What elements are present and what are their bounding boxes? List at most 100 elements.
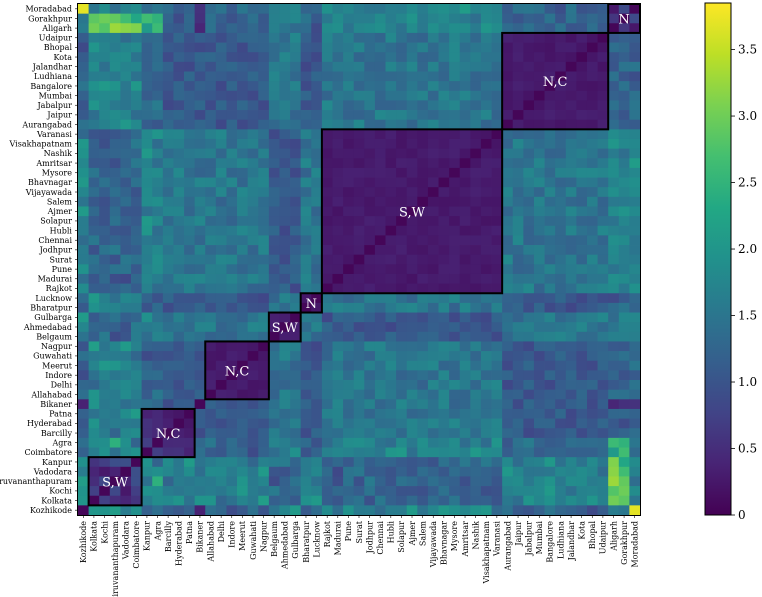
heatmap-cell bbox=[576, 457, 588, 468]
heatmap-cell bbox=[247, 81, 259, 92]
heatmap-cell bbox=[385, 129, 397, 140]
heatmap-cell bbox=[586, 216, 598, 227]
heatmap-cell bbox=[141, 4, 153, 15]
heatmap-cell bbox=[353, 129, 365, 140]
heatmap-cell bbox=[396, 273, 408, 284]
heatmap-cell bbox=[258, 177, 270, 188]
heatmap-cell bbox=[459, 206, 471, 217]
heatmap-cell bbox=[406, 235, 418, 246]
heatmap-cell bbox=[449, 13, 461, 24]
heatmap-cell bbox=[555, 148, 567, 159]
row-label: Mumbai bbox=[39, 91, 73, 100]
heatmap-cell bbox=[78, 476, 89, 487]
heatmap-cell bbox=[364, 42, 376, 53]
heatmap-cell bbox=[226, 42, 238, 53]
heatmap-cell bbox=[321, 110, 333, 121]
heatmap-cell bbox=[576, 42, 588, 53]
heatmap-cell bbox=[629, 254, 641, 265]
heatmap-cell bbox=[88, 341, 100, 352]
heatmap-cell bbox=[533, 370, 545, 381]
heatmap-cell bbox=[290, 100, 302, 111]
heatmap-cell bbox=[396, 380, 408, 391]
heatmap-cell bbox=[374, 273, 386, 284]
row-label: Visakhapatnam bbox=[9, 140, 73, 149]
heatmap-cell bbox=[258, 302, 270, 313]
heatmap-cell bbox=[290, 119, 302, 130]
heatmap-cell bbox=[268, 476, 280, 487]
heatmap-cell bbox=[374, 399, 386, 410]
heatmap-cell bbox=[364, 447, 376, 458]
heatmap-cell bbox=[194, 293, 206, 304]
heatmap-cell bbox=[131, 312, 143, 323]
heatmap-cell bbox=[279, 206, 291, 217]
row-label: Chennai bbox=[38, 236, 72, 245]
heatmap-cell bbox=[449, 437, 461, 448]
heatmap-cell bbox=[618, 486, 630, 497]
row-label: Thiruvananthapuram bbox=[0, 477, 72, 486]
heatmap-cell bbox=[565, 245, 577, 256]
heatmap-cell bbox=[343, 341, 355, 352]
heatmap-cell bbox=[258, 264, 270, 275]
heatmap-cell bbox=[374, 408, 386, 419]
heatmap-cell bbox=[491, 81, 503, 92]
heatmap-cell bbox=[205, 341, 217, 352]
heatmap-cell bbox=[618, 71, 630, 82]
heatmap-cell bbox=[565, 61, 577, 72]
heatmap-cell bbox=[184, 264, 196, 275]
heatmap-cell bbox=[290, 167, 302, 178]
heatmap-cell bbox=[502, 389, 514, 400]
heatmap-cell bbox=[237, 225, 249, 236]
heatmap-cell bbox=[184, 52, 196, 63]
column-label: Kochi bbox=[100, 521, 109, 544]
heatmap-cell bbox=[184, 380, 196, 391]
heatmap-cell bbox=[247, 119, 259, 130]
heatmap-cell bbox=[576, 360, 588, 371]
heatmap-cell bbox=[565, 437, 577, 448]
heatmap-cell bbox=[459, 428, 471, 439]
heatmap-cell bbox=[544, 129, 556, 140]
heatmap-cell bbox=[459, 13, 471, 24]
heatmap-cell bbox=[385, 380, 397, 391]
heatmap-cell bbox=[576, 283, 588, 294]
heatmap-cell bbox=[290, 71, 302, 82]
heatmap-cell bbox=[173, 13, 185, 24]
heatmap-cell bbox=[385, 437, 397, 448]
heatmap-cell bbox=[576, 187, 588, 198]
heatmap-cell bbox=[343, 380, 355, 391]
heatmap-cell bbox=[258, 341, 270, 352]
heatmap-cell bbox=[332, 312, 344, 323]
heatmap-cell bbox=[480, 302, 492, 313]
heatmap-cell bbox=[385, 331, 397, 342]
heatmap-cell bbox=[374, 167, 386, 178]
heatmap-cell bbox=[268, 283, 280, 294]
heatmap-cell bbox=[184, 389, 196, 400]
heatmap-cell bbox=[512, 110, 524, 121]
heatmap-cell bbox=[332, 370, 344, 381]
heatmap-cell bbox=[417, 254, 429, 265]
heatmap-cell bbox=[523, 418, 535, 429]
heatmap-cell bbox=[173, 283, 185, 294]
heatmap-cell bbox=[385, 457, 397, 468]
heatmap-cell bbox=[184, 187, 196, 198]
heatmap-cell bbox=[78, 235, 89, 246]
heatmap-cell bbox=[523, 399, 535, 410]
row-label: Barcilly bbox=[41, 429, 73, 438]
heatmap-cell bbox=[480, 206, 492, 217]
heatmap-cell bbox=[184, 119, 196, 130]
heatmap-cell bbox=[247, 42, 259, 53]
heatmap-cell bbox=[109, 71, 121, 82]
heatmap-cell bbox=[533, 235, 545, 246]
heatmap-cell bbox=[173, 177, 185, 188]
heatmap-cell bbox=[406, 81, 418, 92]
heatmap-cell bbox=[449, 245, 461, 256]
heatmap-cell bbox=[88, 370, 100, 381]
heatmap-cell bbox=[502, 293, 514, 304]
heatmap-cell bbox=[449, 254, 461, 265]
heatmap-cell bbox=[470, 428, 482, 439]
heatmap-cell bbox=[374, 196, 386, 207]
heatmap-cell bbox=[449, 331, 461, 342]
heatmap-cell bbox=[565, 283, 577, 294]
heatmap-cell bbox=[184, 351, 196, 362]
heatmap-cell bbox=[99, 505, 111, 516]
heatmap-cell bbox=[237, 302, 249, 313]
